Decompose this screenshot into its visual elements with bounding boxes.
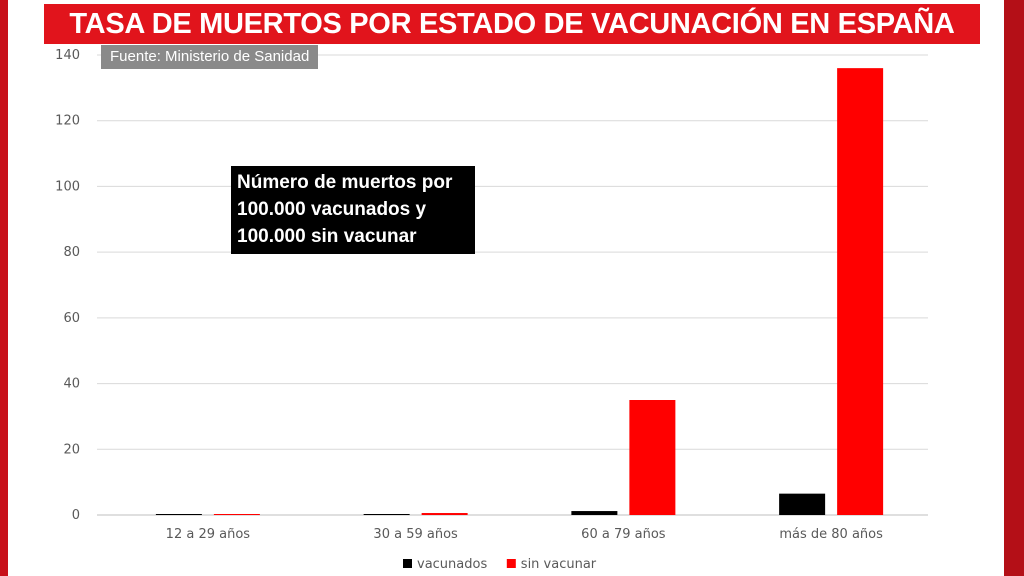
- y-tick-label: 140: [55, 48, 80, 63]
- gridlines: [97, 54, 928, 516]
- legend-swatch: [506, 559, 516, 568]
- x-tick-label: 12 a 29 años: [166, 527, 251, 542]
- bars: [155, 68, 884, 516]
- annotation-line-3: 100.000 sin vacunar: [237, 226, 417, 247]
- y-tick-label: 20: [63, 442, 80, 457]
- annotation-line-1: Número de muertos por: [237, 172, 453, 193]
- y-tick-label: 60: [63, 311, 80, 326]
- y-tick-label: 80: [63, 245, 80, 260]
- legend-swatch: [403, 559, 412, 568]
- y-tick-label: 120: [55, 114, 80, 129]
- right-frame-stripe: [1004, 0, 1024, 576]
- legend-label: vacunados: [417, 557, 487, 572]
- bar-vacunados: [571, 511, 618, 515]
- y-tick-label: 0: [72, 508, 80, 523]
- y-tick-label: 100: [55, 179, 80, 194]
- x-tick-label: 60 a 79 años: [581, 527, 666, 542]
- bar-sin-vacunar: [421, 513, 468, 515]
- x-axis-ticks: 12 a 29 años 30 a 59 años 60 a 79 años más …: [166, 527, 883, 542]
- x-tick-label: 30 a 59 años: [373, 527, 458, 542]
- x-tick-label: más de 80 años: [779, 527, 883, 542]
- annotation-line-2: 100.000 vacunados y: [237, 199, 427, 220]
- bar-vacunados: [779, 493, 826, 515]
- page-title: TASA DE MUERTOS POR ESTADO DE VACUNACIÓN…: [44, 4, 980, 44]
- bar-vacunados: [363, 514, 410, 515]
- bar-sin-vacunar: [213, 514, 260, 515]
- bar-vacunados: [155, 514, 202, 515]
- left-frame-stripe: [0, 0, 8, 576]
- bar-sin-vacunar: [629, 400, 676, 515]
- chart-annotation: Número de muertos por 100.000 vacunados …: [231, 166, 475, 254]
- source-label: Fuente: Ministerio de Sanidad: [101, 45, 319, 69]
- bar-sin-vacunar: [837, 68, 884, 516]
- legend: vacunados sin vacunar: [403, 557, 597, 572]
- legend-label: sin vacunar: [521, 557, 597, 572]
- y-tick-label: 40: [63, 377, 80, 392]
- y-axis-ticks: 0 20 40 60 80 100 120 140: [55, 48, 80, 523]
